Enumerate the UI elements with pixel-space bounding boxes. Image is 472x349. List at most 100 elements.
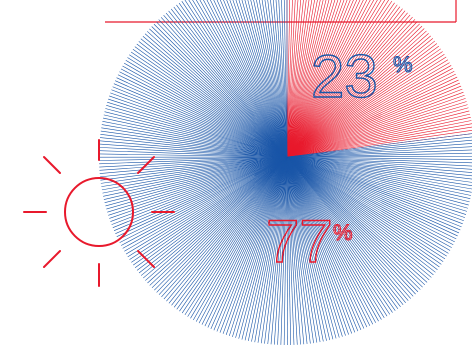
slice-1-ray [149,28,288,158]
slice-1-ray [286,156,468,212]
slice-1-ray [210,156,288,330]
slice-1-ray [286,156,346,336]
slice-1-ray [283,156,288,345]
slice-0-ray [286,110,470,158]
slice-1-ray [286,156,393,313]
slice-1-ray [286,156,463,225]
slice-1-ray [286,156,467,215]
slice-1-ray [286,156,379,322]
slice-0-ray [286,113,471,158]
slice-1-ray [107,156,288,213]
slice-1-ray [106,105,288,158]
slice-0-ray [286,0,386,158]
slice-1-ray [99,156,288,161]
slice-1-ray [238,156,288,339]
slice-1-ray [286,156,464,222]
slice-1-ray [168,156,288,304]
slice-1-ray [216,156,288,332]
slice-0-ray [286,0,345,158]
slice-1-ray [286,156,391,315]
slice-0-ray [286,0,361,158]
slice-1-ray [138,41,288,158]
slice-1-ray [261,0,288,158]
slice-1-ray [99,156,288,171]
slice-1-ray [118,156,288,240]
slice-1-ray [188,0,288,158]
slice-1-ray [99,156,288,174]
label-77-value: 77 [266,208,333,275]
slice-0-ray [286,65,452,158]
slice-0-ray [286,94,465,158]
slice-1-ray [187,156,288,317]
slice-1-ray [286,156,472,170]
slice-1-ray [251,156,288,342]
slice-0-ray [286,2,395,158]
slice-1-ray [100,133,288,158]
slice-1-ray [136,156,288,271]
slice-0-ray [286,82,460,158]
slice-1-ray [286,156,334,340]
slice-1-ray [201,156,288,325]
chart-rays [98,0,472,346]
slice-1-ray [99,147,288,158]
slice-1-ray [286,156,311,344]
slice-0-ray [286,0,313,158]
slice-0-ray [286,0,371,158]
slice-1-ray [256,0,288,158]
slice-0-ray [286,0,336,158]
slice-0-ray [286,0,302,158]
slice-1-ray [286,156,301,345]
slice-1-ray [198,156,288,324]
slice-1-ray [147,31,288,158]
slice-0-ray [286,6,401,158]
slice-1-ray [286,136,472,158]
slice-1-ray [235,156,288,338]
slice-1-ray [216,0,288,158]
slice-1-ray [286,156,295,345]
slice-0-ray [286,0,393,158]
slice-0-ray [286,0,364,158]
slice-0-ray [286,120,472,158]
slice-1-ray [286,156,472,180]
slice-1-ray [149,156,288,286]
slice-1-ray [100,156,288,184]
slice-1-ray [134,46,288,158]
slice-0-ray [286,0,348,158]
slice-1-ray [286,156,409,301]
slice-0-ray [286,85,462,158]
slice-1-ray [286,156,406,303]
slice-1-ray [181,1,288,158]
slice-1-ray [286,156,432,278]
slice-1-ray [151,26,288,158]
slice-0-ray [286,56,447,158]
slice-1-ray [286,146,472,158]
slice-1-ray [158,19,288,158]
slice-1-ray [280,156,288,345]
slice-1-ray [235,0,288,158]
slice-1-ray [229,0,288,158]
slice-1-ray [99,150,288,158]
slice-1-ray [286,156,449,254]
slice-1-ray [286,156,472,196]
slice-1-ray [286,156,434,276]
slice-1-ray [100,130,288,158]
slice-1-ray [275,0,288,158]
slice-1-ray [286,133,472,158]
slice-1-ray [136,43,288,158]
slice-1-ray [232,0,288,158]
slice-0-ray [286,0,315,158]
slice-1-ray [260,156,288,344]
slice-0-ray [286,104,468,158]
slice-1-ray [213,0,288,158]
slice-1-ray [102,121,288,158]
slice-1-ray [156,21,288,158]
slice-1-ray [119,156,288,243]
slice-1-ray [99,140,288,158]
slice-1-ray [166,156,288,302]
slice-1-ray [286,156,472,173]
slice-1-ray [99,137,288,158]
slice-0-ray [286,126,472,158]
slice-1-ray [286,156,305,345]
slice-1-ray [190,156,288,319]
